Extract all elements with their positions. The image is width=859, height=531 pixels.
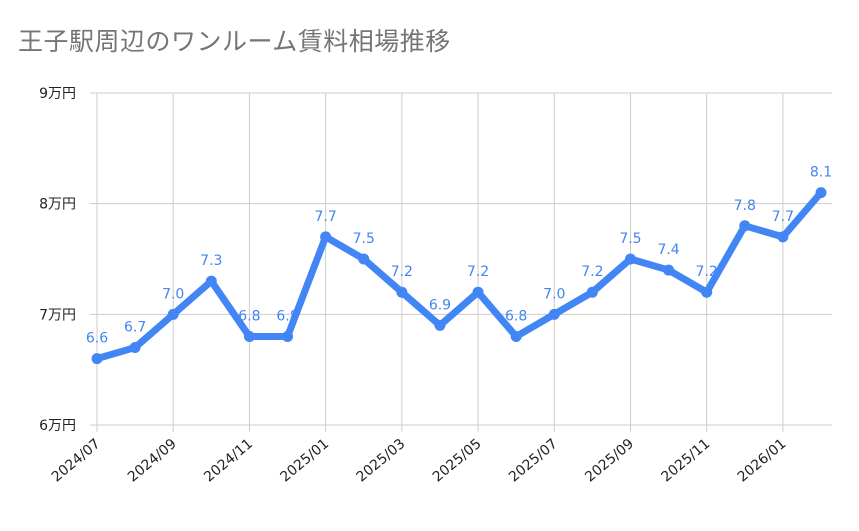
data-label: 8.1 [810, 165, 832, 181]
data-label: 6.6 [86, 331, 108, 347]
data-label: 6.9 [429, 297, 451, 313]
data-label: 6.8 [505, 308, 527, 324]
data-point [663, 264, 675, 276]
data-point [777, 231, 789, 243]
vertical-gridlines [96, 93, 784, 432]
data-label: 7.2 [467, 264, 489, 280]
data-point [243, 330, 255, 342]
data-point [282, 330, 294, 342]
data-point [701, 286, 713, 298]
data-point [815, 187, 827, 199]
data-point [510, 330, 522, 342]
data-label: 7.7 [772, 209, 794, 225]
data-label: 7.2 [581, 264, 603, 280]
data-label: 7.4 [657, 242, 679, 258]
data-point [396, 286, 408, 298]
data-label: 6.8 [238, 308, 260, 324]
data-label: 6.8 [276, 308, 298, 324]
data-point [586, 286, 598, 298]
x-tick-label: 2025/03 [354, 436, 409, 486]
data-point [739, 220, 751, 232]
x-tick-label: 2025/07 [506, 436, 561, 486]
data-point [472, 286, 484, 298]
series-line [93, 189, 825, 363]
data-points [91, 187, 827, 365]
y-tick-label: 6万円 [39, 418, 76, 434]
data-label: 7.3 [200, 253, 222, 269]
data-point [548, 308, 560, 320]
x-tick-label: 2025/11 [658, 436, 713, 486]
data-labels: 6.6 6.7 7.0 7.3 6.8 6.8 7.7 7.5 7.2 6.9 7.2 6.8 7.0 7… [86, 165, 832, 347]
y-tick-label: 8万円 [39, 197, 76, 213]
y-tick-label: 7万円 [39, 307, 76, 323]
x-tick-label: 2024/09 [125, 436, 180, 486]
horizontal-gridlines [90, 92, 832, 426]
data-point [434, 319, 446, 331]
y-tick-labels: 6万円 7万円 8万円 9万円 [39, 86, 76, 434]
x-tick-label: 2026/01 [735, 436, 790, 486]
data-label: 7.8 [734, 198, 756, 214]
x-tick-label: 2024/07 [49, 436, 104, 486]
data-point [91, 353, 103, 365]
data-point [358, 253, 370, 265]
series-line-group [93, 189, 825, 363]
x-tick-label: 2025/09 [582, 436, 637, 486]
data-point [624, 253, 636, 265]
chart-title: 王子駅周辺のワンルーム賃料相場推移 [18, 27, 451, 56]
data-point [320, 231, 332, 243]
data-label: 6.7 [124, 320, 146, 336]
x-tick-label: 2024/11 [201, 436, 256, 486]
data-point [167, 308, 179, 320]
data-label: 7.5 [619, 231, 641, 247]
data-label: 7.2 [696, 264, 718, 280]
x-tick-label: 2025/01 [277, 436, 332, 486]
x-tick-labels: 2024/07 2024/09 2024/11 2025/01 2025/03 2025/… [49, 436, 790, 486]
data-point [205, 275, 217, 287]
data-label: 7.7 [314, 209, 336, 225]
data-label: 7.0 [543, 286, 565, 302]
data-label: 7.0 [162, 286, 184, 302]
data-label: 7.5 [353, 231, 375, 247]
data-label: 7.2 [391, 264, 413, 280]
y-tick-label: 9万円 [39, 86, 76, 102]
data-point [129, 342, 141, 354]
x-tick-label: 2025/05 [430, 436, 485, 486]
